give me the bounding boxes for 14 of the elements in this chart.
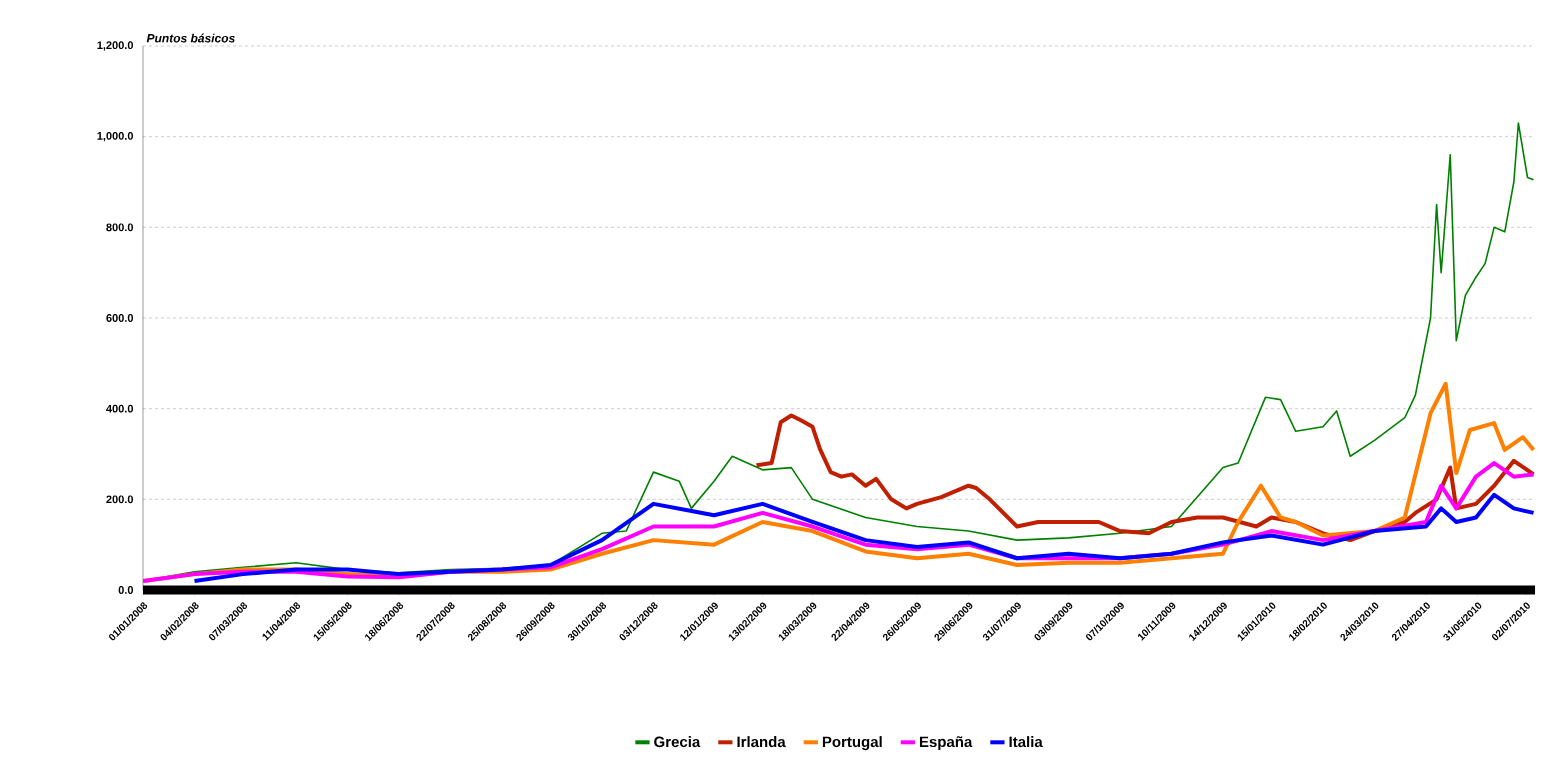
y-tick-label: 600.0 xyxy=(106,314,134,322)
y-tick-label: 400.0 xyxy=(106,404,134,413)
legend-label: Italia xyxy=(1009,736,1043,748)
y-tick-label: 1,000.0 xyxy=(97,131,134,142)
legend-label: España xyxy=(919,736,973,751)
legend-label: Irlanda xyxy=(737,736,786,748)
legend-label: Portugal xyxy=(822,736,882,751)
y-axis-title: Puntos básicos xyxy=(146,33,235,43)
line-series xyxy=(192,492,1536,583)
y-tick-label: 800.0 xyxy=(106,223,134,232)
legend-label: Grecia xyxy=(654,736,701,748)
y-tick-label: 0.0 xyxy=(118,586,134,594)
y-tick-label: 200.0 xyxy=(106,495,134,504)
y-tick-label: 1,200.0 xyxy=(97,41,134,51)
